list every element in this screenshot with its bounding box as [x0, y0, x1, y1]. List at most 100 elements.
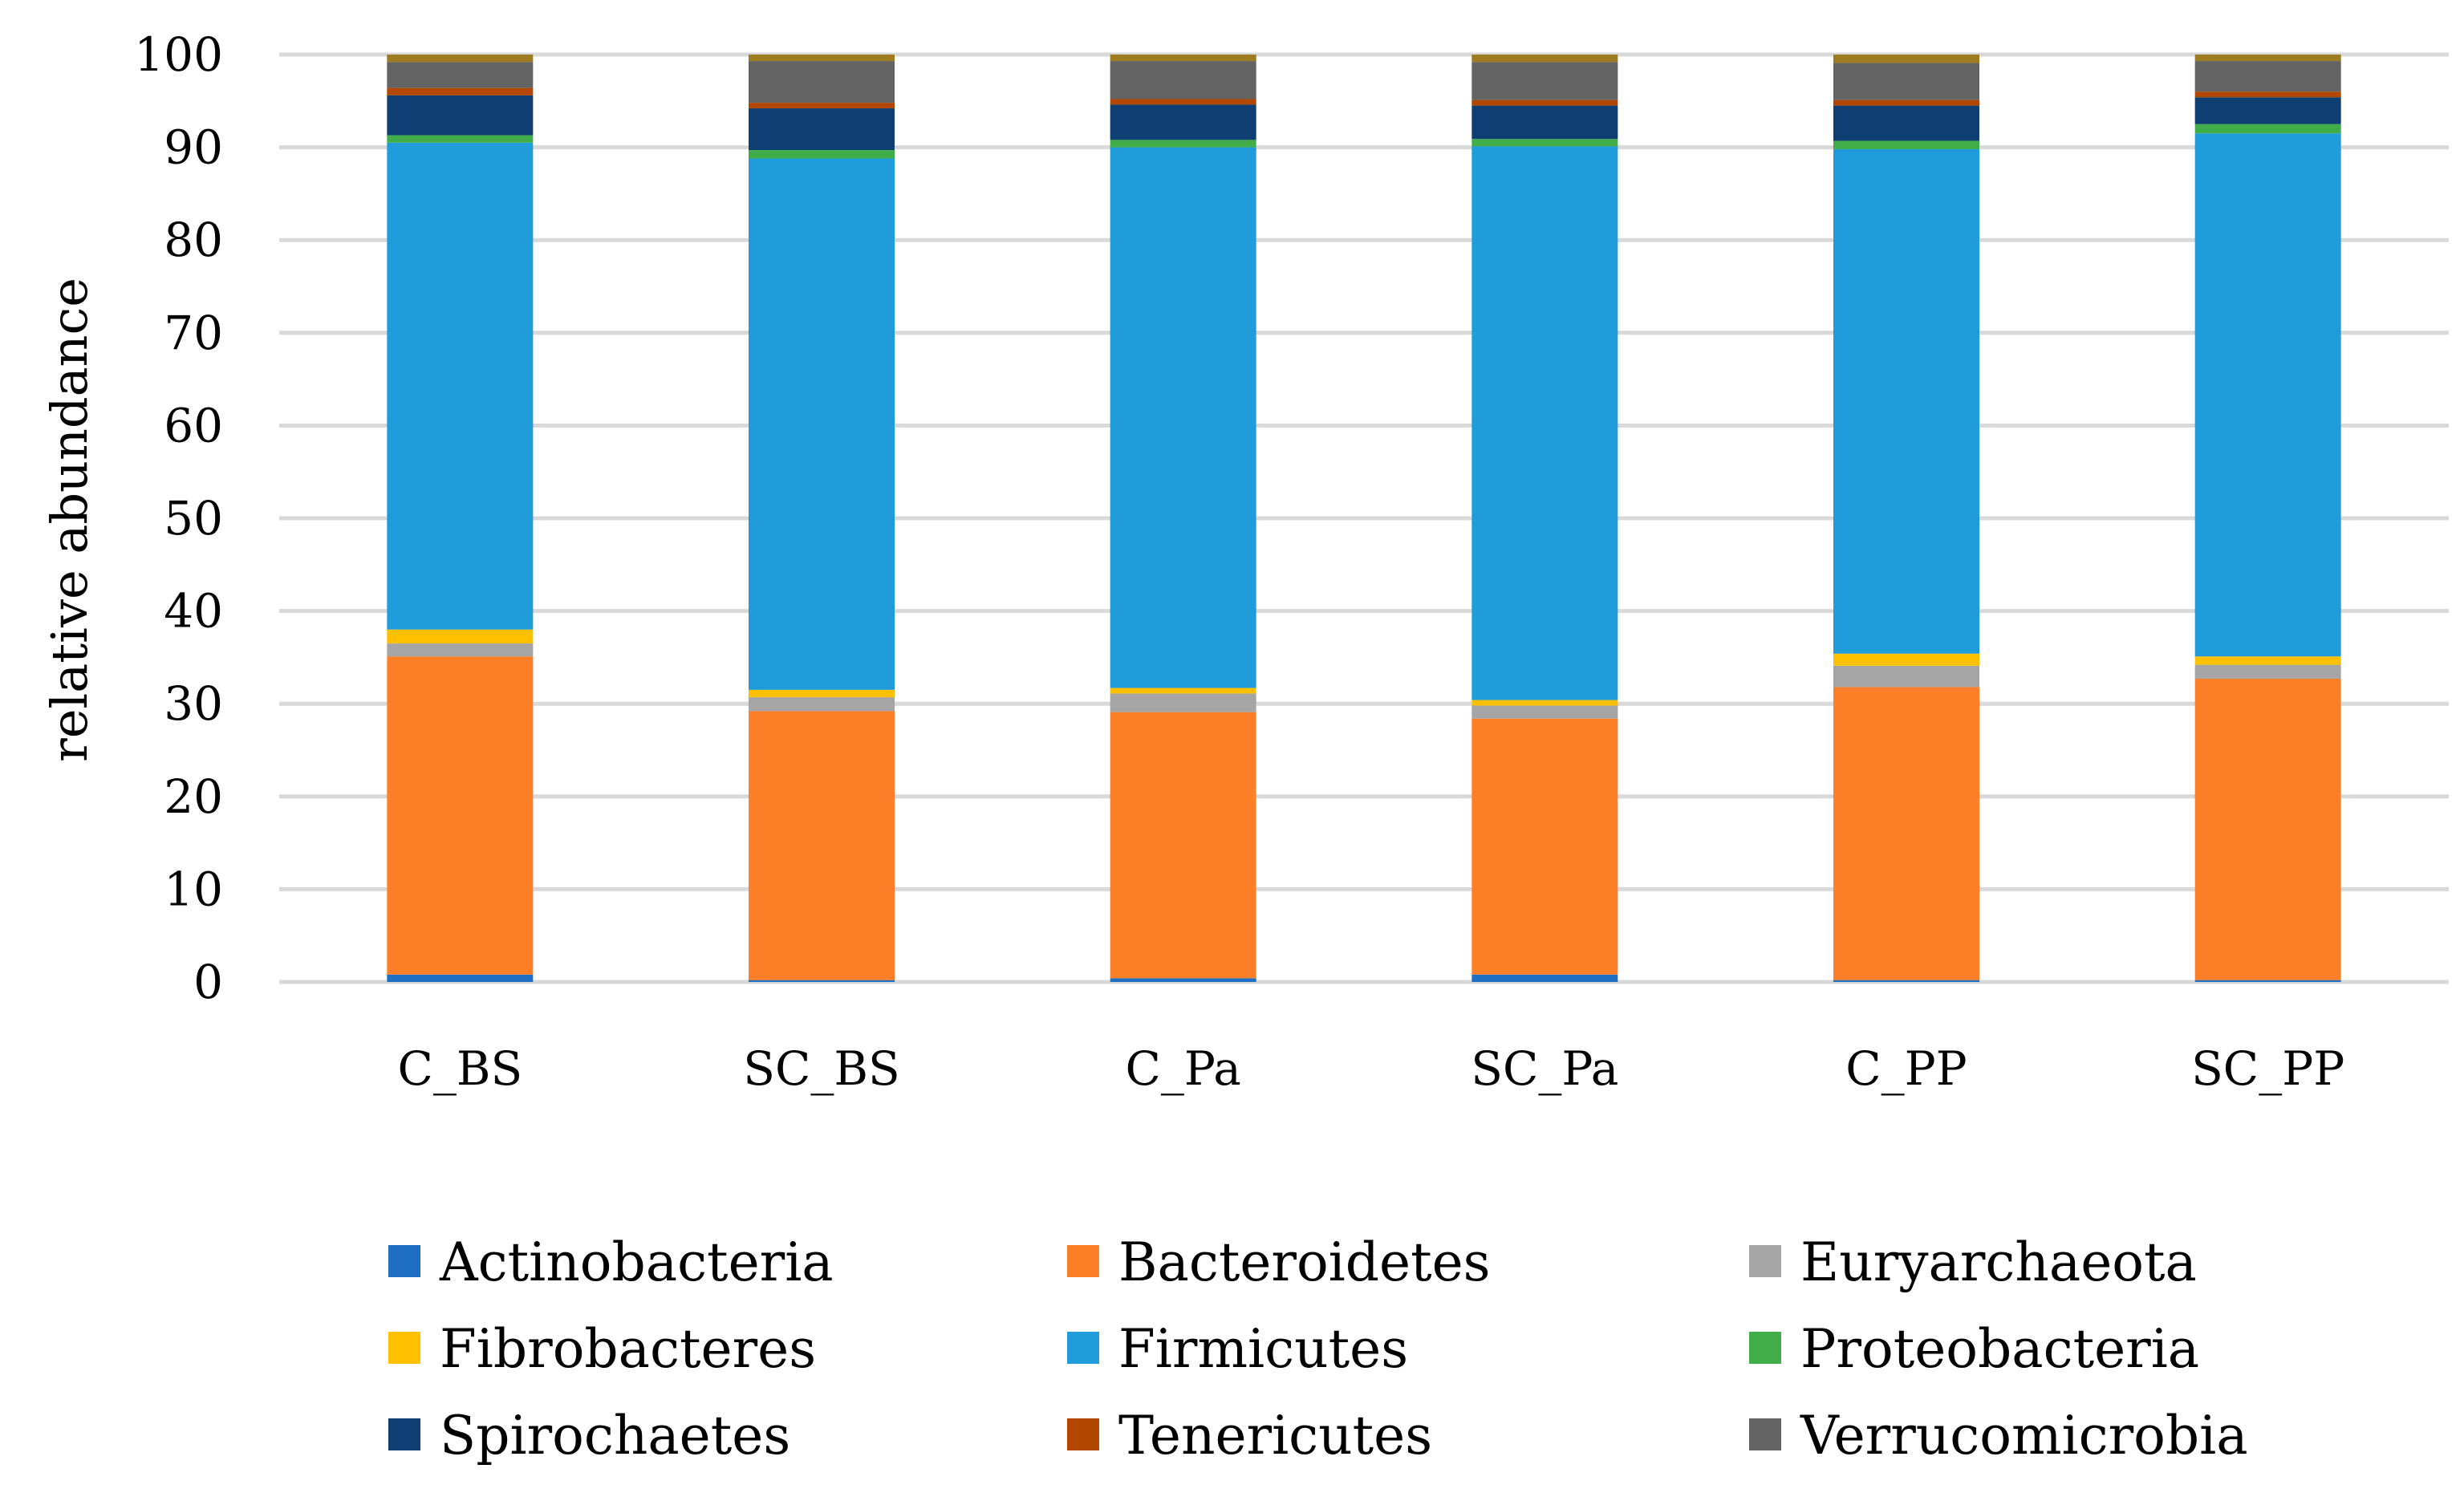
bar-segment — [2194, 678, 2341, 980]
bar-segment — [1471, 105, 1618, 140]
bar-segment — [387, 135, 534, 143]
legend-swatch — [388, 1245, 420, 1277]
legend-swatch — [1067, 1418, 1099, 1450]
bar-segment — [1833, 665, 1979, 688]
x-tick-label: C_PP — [1845, 1041, 1967, 1096]
bar-segment — [387, 95, 534, 136]
bar-segment — [749, 61, 895, 103]
bar-segment — [2194, 664, 2341, 679]
x-tick-label: SC_BS — [743, 1041, 899, 1096]
bar-segment — [1110, 99, 1256, 105]
bar-segment — [1471, 62, 1618, 100]
y-tick-label: 30 — [164, 676, 223, 731]
bar-segment — [2194, 55, 2341, 62]
bar-segment — [749, 689, 895, 698]
y-tick-label: 60 — [164, 398, 223, 452]
y-tick-label: 70 — [164, 306, 223, 360]
bar-segment — [1833, 653, 1979, 666]
bar-segment — [1471, 55, 1618, 63]
bar-segment — [749, 55, 895, 62]
bar-segment — [2194, 61, 2341, 92]
bar-segment — [387, 656, 534, 975]
bar-segment — [1471, 974, 1618, 982]
legend: Actinobacteria Bacteroidetes Euryarchaeota… — [388, 1231, 2248, 1467]
bar-segment — [1110, 55, 1256, 62]
bar-segment — [1833, 687, 1979, 980]
bar-segment — [2194, 656, 2341, 665]
bar-segment — [387, 62, 534, 88]
bar-segment — [387, 87, 534, 95]
gridlines — [279, 52, 2449, 984]
legend-swatch — [388, 1332, 420, 1364]
y-tick-label: 20 — [164, 769, 223, 824]
legend-swatch — [1749, 1418, 1781, 1450]
legend-label: Proteobacteria — [1800, 1318, 2199, 1380]
bar-segment — [1833, 140, 1979, 149]
legend-label: Euryarchaeota — [1800, 1231, 2197, 1293]
legend-label: Tenericutes — [1118, 1405, 1432, 1467]
bar-segment — [1471, 705, 1618, 719]
bar-segment — [1471, 99, 1618, 106]
bar-segment — [749, 697, 895, 712]
bar-segment — [1110, 693, 1256, 712]
y-tick-label: 0 — [193, 955, 223, 1009]
bar-segment — [1110, 147, 1256, 688]
legend-swatch — [1749, 1332, 1781, 1364]
x-tick-label: SC_PP — [2191, 1041, 2344, 1096]
bar-segment — [387, 629, 534, 644]
bar-segment — [1110, 104, 1256, 140]
bar-segment — [2194, 97, 2341, 124]
y-tick-label: 50 — [164, 491, 223, 546]
legend-label: Actinobacteria — [439, 1231, 834, 1293]
x-tick-label: C_Pa — [1125, 1041, 1240, 1096]
bar-segment — [1833, 63, 1979, 100]
x-tick-label: C_BS — [397, 1041, 522, 1096]
bar-segment — [1471, 718, 1618, 975]
legend-label: Firmicutes — [1118, 1318, 1408, 1380]
y-axis-title: relative abundance — [40, 278, 99, 762]
legend-label: Verrucomicrobia — [1800, 1405, 2248, 1467]
legend-swatch — [1067, 1332, 1099, 1364]
y-tick-label: 10 — [164, 862, 223, 916]
bar-segment — [2194, 124, 2341, 134]
bar-segment — [2194, 980, 2341, 982]
bar-segment — [1110, 140, 1256, 148]
legend-label: Fibrobacteres — [440, 1318, 816, 1380]
y-axis-tick-labels: 0 10 20 30 40 50 60 70 80 90 100 — [134, 27, 223, 1009]
bar-segment — [1471, 700, 1618, 706]
bar-segment — [749, 108, 895, 151]
bar-segment — [1110, 712, 1256, 979]
bar-segment — [2194, 91, 2341, 98]
bar-segment — [1833, 99, 1979, 106]
bar-segment — [1471, 146, 1618, 700]
bar-segment — [749, 711, 895, 980]
bar-segment — [387, 55, 534, 63]
bar-segment — [387, 643, 534, 657]
y-tick-label: 40 — [164, 584, 223, 639]
bar-segment — [749, 158, 895, 690]
legend-swatch — [1749, 1245, 1781, 1277]
bar-segment — [1110, 978, 1256, 982]
legend-label: Bacteroidetes — [1118, 1231, 1491, 1293]
legend-swatch — [1067, 1245, 1099, 1277]
x-axis-tick-labels: C_BS SC_BS C_Pa SC_Pa C_PP SC_PP — [397, 1041, 2344, 1096]
y-tick-label: 90 — [164, 120, 223, 175]
bar-segment — [749, 150, 895, 159]
bar-segment — [749, 980, 895, 982]
bar-segment — [1110, 688, 1256, 694]
bar-segment — [1833, 105, 1979, 141]
x-tick-label: SC_Pa — [1471, 1041, 1618, 1096]
bar-segment — [1833, 148, 1979, 654]
bar-segment — [1471, 139, 1618, 147]
y-tick-label: 100 — [134, 27, 223, 82]
bar-segment — [1110, 61, 1256, 99]
bar-segment — [1833, 980, 1979, 982]
bar-segment — [1833, 55, 1979, 63]
bar-segment — [749, 103, 895, 109]
bar-segment — [2194, 133, 2341, 657]
y-tick-label: 80 — [164, 213, 223, 267]
bars — [387, 55, 2341, 982]
bar-segment — [387, 142, 534, 630]
legend-label: Spirochaetes — [440, 1405, 790, 1467]
